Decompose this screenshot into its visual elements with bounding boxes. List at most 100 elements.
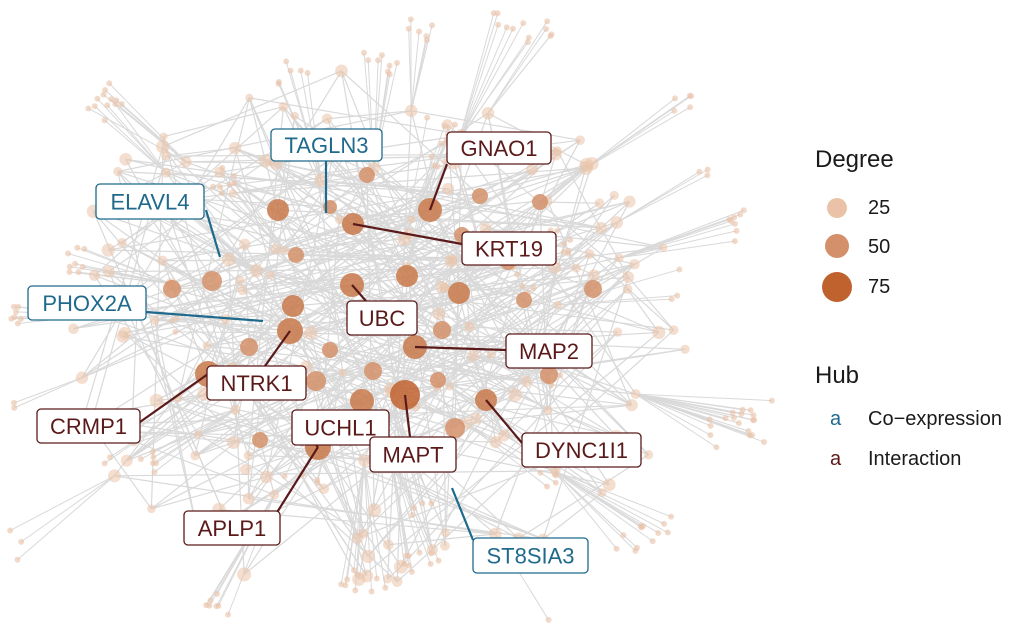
network-node [630, 389, 641, 400]
network-edge [248, 97, 279, 211]
network-graph: TAGLN3 GNAO1 ELAVL4 KRT19 PHOX2A UBC MAP2 NTRK1… [7, 10, 775, 623]
hub-label-text: UCHL1 [304, 416, 376, 441]
network-node [252, 432, 268, 448]
network-edge [67, 253, 171, 285]
network-edge [320, 179, 481, 197]
network-node [432, 307, 446, 321]
network-edge [233, 175, 286, 251]
network-node [113, 97, 120, 104]
network-node [434, 163, 441, 170]
network-node [10, 399, 17, 406]
network-node [106, 454, 113, 461]
network-node [409, 511, 416, 518]
hub-label-ubc: UBC [346, 300, 418, 336]
network-node [368, 588, 375, 595]
network-node [359, 167, 375, 183]
network-node [405, 25, 412, 32]
network-node [101, 243, 115, 257]
hub-label-coexpression: Co−expression [868, 408, 1002, 430]
network-edge [458, 140, 637, 395]
network-node [218, 189, 225, 196]
network-edge [409, 291, 528, 311]
network-edge [390, 222, 618, 393]
network-edge [122, 305, 294, 338]
network-node [383, 539, 394, 551]
network-edge [557, 295, 678, 306]
network-node [530, 284, 537, 291]
degree-dot-75 [822, 272, 852, 302]
network-edge [307, 72, 322, 181]
network-edge [363, 460, 373, 592]
hub-label-interaction: Interaction [868, 448, 962, 470]
network-node [561, 241, 568, 248]
hub-label-text: MAP2 [519, 339, 579, 364]
hub-label-box [206, 365, 307, 401]
degree-dot-25 [827, 198, 847, 218]
network-node [318, 483, 330, 495]
network-node [405, 552, 412, 559]
network-node [643, 450, 654, 460]
network-node [525, 34, 532, 41]
network-node [260, 470, 273, 484]
network-node [588, 269, 600, 281]
network-node [259, 154, 273, 168]
network-edge [344, 460, 365, 586]
network-node [108, 96, 115, 103]
network-edge [96, 314, 555, 472]
network-edge [315, 150, 558, 382]
network-edge [487, 113, 555, 471]
network-node [269, 489, 280, 500]
network-node [625, 399, 638, 412]
network-node [335, 64, 348, 78]
network-node [655, 529, 662, 536]
network-node [228, 189, 238, 198]
network-node [623, 195, 636, 208]
network-node [584, 249, 595, 260]
network-edge [487, 34, 552, 114]
network-edge [585, 106, 691, 169]
network-edge [73, 201, 630, 330]
network-node [280, 246, 290, 255]
network-edge [494, 274, 595, 535]
network-edge [265, 160, 453, 261]
network-node [230, 404, 241, 415]
network-edge [20, 475, 115, 543]
network-node [14, 320, 21, 327]
network-node [731, 220, 738, 227]
network-node [722, 415, 729, 422]
network-node [119, 152, 132, 166]
network-node [516, 292, 532, 308]
network-node [382, 574, 393, 584]
network-node [365, 57, 372, 64]
hub-leader-dync1i1 [485, 399, 523, 444]
network-node [610, 216, 623, 229]
network-node [113, 166, 123, 177]
network-node [428, 153, 435, 160]
network-edge [17, 475, 115, 561]
network-node [554, 227, 561, 234]
network-node [430, 372, 446, 388]
network-node [761, 439, 768, 446]
network-edge [415, 222, 618, 408]
network-node [202, 341, 212, 350]
network-node [638, 524, 645, 531]
network-edge [162, 260, 368, 577]
network-node [240, 338, 258, 356]
network-edge [154, 409, 236, 473]
degree-dot-50 [825, 234, 849, 258]
network-edge [585, 95, 692, 169]
network-node [575, 135, 585, 146]
network-edge [589, 253, 675, 331]
network-node [352, 572, 366, 586]
network-node [190, 450, 200, 461]
hub-label-box [346, 300, 418, 336]
network-node [147, 504, 156, 514]
network-node [15, 303, 22, 310]
network-node [120, 454, 133, 467]
network-node [481, 106, 495, 120]
network-edge [162, 136, 236, 410]
network-edge [81, 243, 246, 379]
network-node [602, 478, 616, 492]
network-node [579, 161, 594, 175]
network-node [88, 269, 101, 281]
